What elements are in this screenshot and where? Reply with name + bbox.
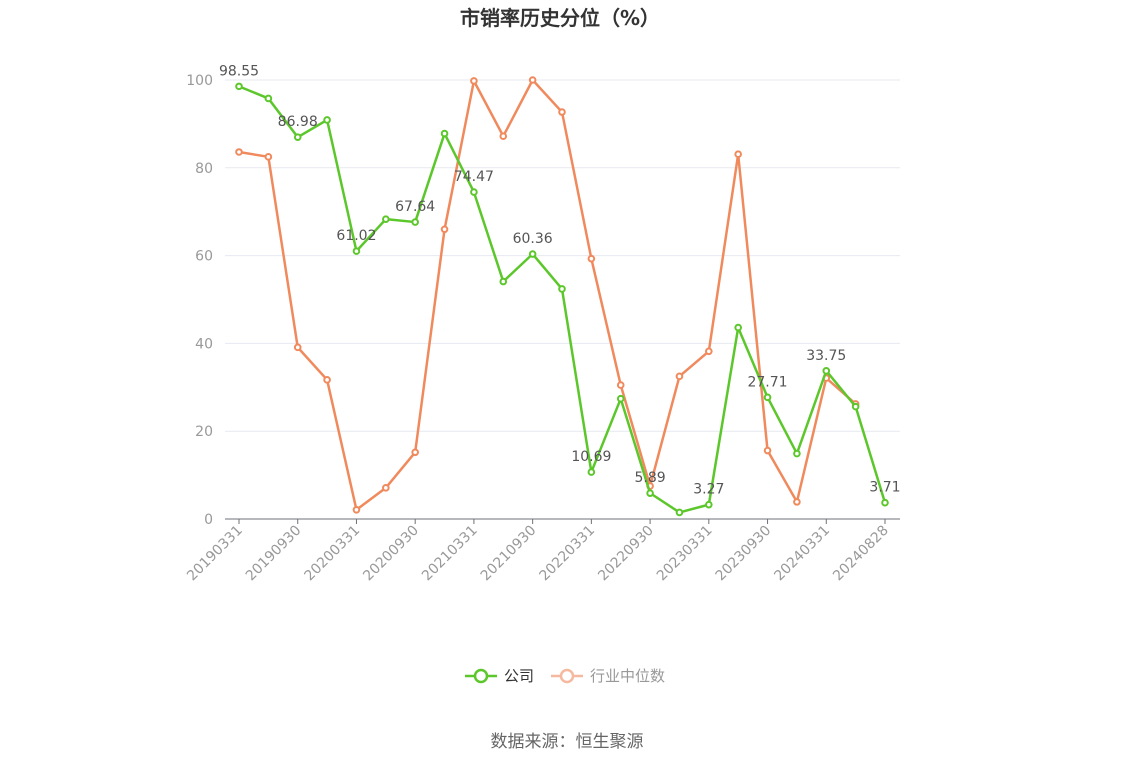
- data-source-note: 数据来源：恒生聚源: [491, 732, 644, 752]
- y-tick-label: 100: [186, 73, 213, 89]
- data-point: [323, 376, 331, 384]
- axes: 0 20 40 60 80 100 2019033120190930202003312020…: [184, 73, 900, 584]
- data-label: 27.71: [747, 374, 787, 390]
- legend-label: 行业中位数: [590, 667, 665, 685]
- data-point: [558, 285, 566, 293]
- data-label: 10.69: [571, 449, 611, 465]
- data-point: [235, 148, 243, 156]
- x-tick-label: 20190930: [243, 523, 305, 585]
- data-point: [264, 94, 273, 103]
- data-point: [440, 225, 449, 234]
- data-point: [587, 254, 596, 263]
- data-point: [822, 367, 831, 375]
- legend-label: 公司: [504, 667, 534, 685]
- x-tick-label: 20210930: [478, 523, 540, 585]
- y-tick-label: 0: [204, 512, 213, 528]
- y-tick-label: 20: [195, 424, 213, 440]
- data-label: 67.64: [395, 199, 435, 215]
- data-label: 61.02: [336, 228, 376, 244]
- x-tick-label: 20240331: [771, 523, 833, 585]
- legend-marker: [473, 668, 489, 684]
- data-label: 3.27: [693, 482, 724, 498]
- data-label: 98.55: [219, 63, 259, 79]
- series-lines: [235, 76, 889, 517]
- data-point: [675, 508, 684, 517]
- data-point: [499, 277, 508, 286]
- data-point: [793, 449, 801, 458]
- data-label: 74.47: [454, 169, 494, 185]
- chart-title: 市销率历史分位（%）: [460, 6, 660, 30]
- data-point: [293, 133, 302, 141]
- data-point: [705, 500, 713, 509]
- x-tick-label: 20230930: [713, 523, 775, 585]
- data-label: 5.89: [635, 470, 666, 486]
- legend-item[interactable]: 行业中位数: [551, 667, 665, 685]
- data-point: [352, 505, 361, 514]
- data-point: [675, 372, 684, 381]
- legend-marker: [559, 668, 575, 684]
- x-tick-label: 20200930: [360, 523, 422, 585]
- data-point: [382, 215, 390, 223]
- data-point: [734, 150, 742, 158]
- data-point: [616, 394, 625, 403]
- x-tick-label: 20190331: [184, 523, 246, 585]
- data-label: 86.98: [278, 114, 318, 130]
- data-point: [499, 132, 508, 140]
- data-point: [558, 108, 566, 116]
- data-point: [528, 76, 537, 84]
- legend[interactable]: 公司 行业中位数: [465, 667, 665, 685]
- y-tick-label: 80: [195, 161, 213, 177]
- data-point: [382, 484, 390, 492]
- data-point: [440, 129, 449, 138]
- data-point: [528, 250, 537, 258]
- data-label: 60.36: [513, 231, 553, 247]
- data-point: [293, 343, 302, 352]
- data-point: [793, 498, 801, 506]
- data-labels: 98.55 86.98 61.02 67.64 74.47 60.36 10.69 5.89 3…: [219, 63, 901, 497]
- x-tick-label: 20220331: [536, 523, 598, 585]
- data-point: [881, 498, 889, 507]
- data-point: [470, 77, 478, 85]
- data-point: [264, 153, 273, 161]
- data-point: [734, 323, 742, 332]
- data-point: [851, 402, 860, 411]
- y-tick-label: 60: [195, 249, 213, 265]
- x-tick-label: 20230331: [654, 523, 716, 585]
- data-point: [646, 489, 654, 497]
- y-tick-label: 40: [195, 336, 213, 352]
- series-line-0: [238, 85, 887, 514]
- data-point: [411, 218, 419, 226]
- x-tick-label: 20240828: [830, 523, 892, 585]
- legend-item[interactable]: 公司: [465, 667, 534, 685]
- data-point: [587, 468, 596, 476]
- data-label: 3.71: [869, 480, 900, 496]
- data-point: [323, 116, 331, 124]
- series-line-1: [238, 78, 857, 512]
- data-point: [352, 247, 361, 255]
- data-label: 33.75: [806, 348, 846, 364]
- x-tick-label: 20200331: [302, 523, 364, 585]
- data-point: [235, 82, 243, 91]
- x-tick-label: 20210331: [419, 523, 481, 585]
- data-point: [470, 188, 478, 196]
- data-point: [411, 448, 419, 457]
- x-tick-label: 20220930: [595, 523, 657, 585]
- data-point: [616, 381, 625, 389]
- data-point: [763, 446, 772, 455]
- data-point: [705, 347, 713, 356]
- data-point: [763, 393, 772, 402]
